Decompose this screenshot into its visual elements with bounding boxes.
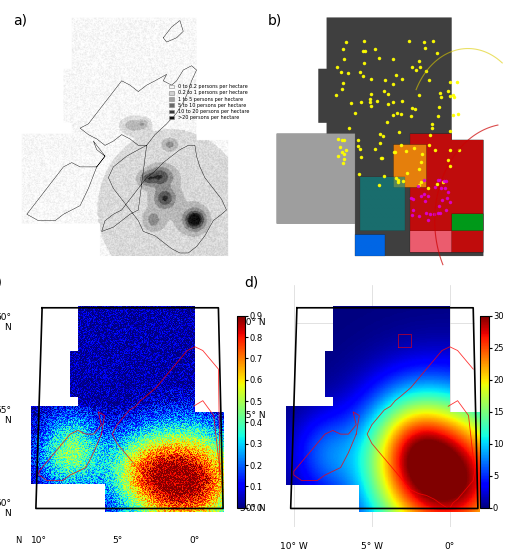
Text: 0°: 0° [445,542,455,549]
Text: 50° N: 50° N [240,504,266,513]
Text: 5°: 5° [112,536,122,545]
Text: 60°
N: 60° N [0,313,11,332]
Text: 55° N: 55° N [240,411,266,420]
Text: a): a) [12,14,27,27]
Text: 5° W: 5° W [361,542,383,549]
Text: 0°: 0° [190,536,200,545]
Text: d): d) [244,276,258,290]
Text: 50°
N: 50° N [0,498,11,518]
Text: 60° N: 60° N [240,318,266,327]
Text: N: N [16,536,22,545]
Legend: 0 to 0.2 persons per hectare, 0.2 to 1 persons per hectare, 1 to 5 persons per h: 0 to 0.2 persons per hectare, 0.2 to 1 p… [168,83,250,121]
Text: b): b) [267,14,282,27]
Text: 55°
N: 55° N [0,406,11,425]
Text: 10° W: 10° W [280,542,308,549]
Text: c): c) [0,276,3,290]
Text: 10°: 10° [31,536,47,545]
